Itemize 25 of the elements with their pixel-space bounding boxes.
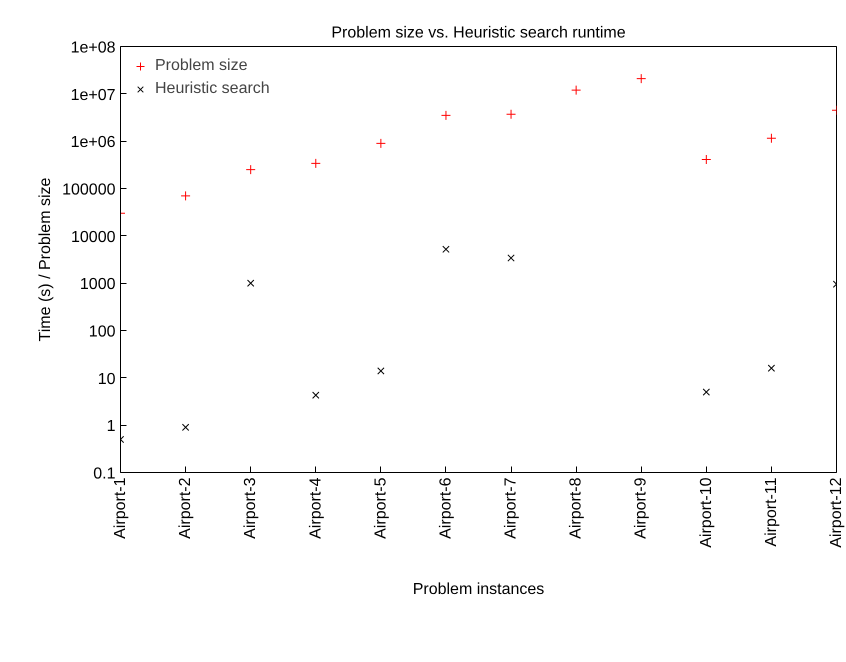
x-tick-label: Airport-3 xyxy=(242,477,260,539)
x-tick-label: Airport-5 xyxy=(372,477,390,539)
x-tick-label: Airport-6 xyxy=(437,477,454,539)
y-tick-label: 1000 xyxy=(80,276,116,294)
x-axis-title: Problem instances xyxy=(412,580,544,598)
y-tick-label: 1e+08 xyxy=(70,40,116,56)
y-tick-label: 100000 xyxy=(62,182,116,198)
x-tick-label: Airport-12 xyxy=(828,477,845,548)
y-tick-label: 1e+07 xyxy=(70,86,116,104)
y-tick-label: 10 xyxy=(98,370,116,388)
y-tick-label: 1 xyxy=(106,418,116,436)
y-tick-label: 100 xyxy=(88,324,116,340)
x-tick-label: Airport-7 xyxy=(502,477,520,539)
x-tick-label: Airport-2 xyxy=(177,477,194,539)
x-tick-label: Airport-11 xyxy=(762,477,780,547)
y-axis-title: Time (s) / Problem size xyxy=(37,177,54,342)
y-tick-label: 10000 xyxy=(71,228,116,246)
x-tick-label: Airport-8 xyxy=(568,477,585,539)
y-tick-label: 1e+06 xyxy=(70,134,116,152)
x-tick-label: Airport-4 xyxy=(307,477,324,539)
legend-label: Heuristic search xyxy=(155,80,270,98)
legend-label: Problem size xyxy=(155,57,248,75)
x-tick-label: Airport-10 xyxy=(698,477,715,548)
chart-title: Problem size vs. Heuristic search runtime xyxy=(331,24,626,42)
x-tick-label: Airport-9 xyxy=(632,477,650,539)
